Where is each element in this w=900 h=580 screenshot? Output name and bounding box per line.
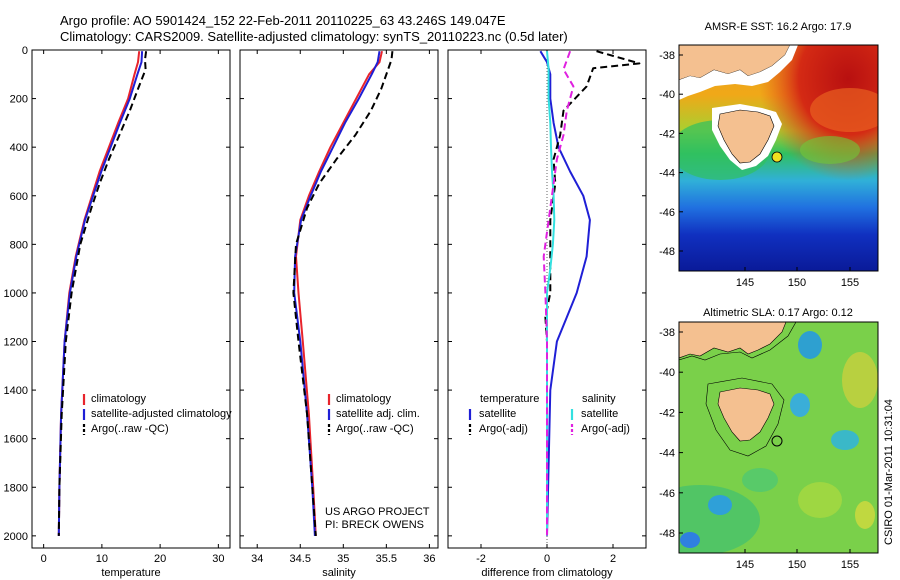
map-y-tick-label: -44 (659, 448, 675, 460)
sst-argo-location-marker (771, 151, 783, 163)
temperature-x-axis-label: temperature (101, 567, 160, 579)
difference-x-tick-label: -2 (476, 553, 486, 565)
depth-tick-label: 2000 (4, 531, 28, 543)
timestamp-label: CSIRO 01-Mar-2011 10:31:04 (883, 399, 895, 545)
legend-entry: Argo(-adj) (479, 423, 528, 435)
legend-entry: Argo(-adj) (581, 423, 630, 435)
map-y-tick-label: -46 (659, 207, 675, 219)
salinity-series-climatology-line (295, 50, 383, 536)
map-y-tick-label: -38 (659, 50, 675, 62)
depth-tick-label: 0 (22, 45, 28, 57)
sst-map-title: AMSR-E SST: 16.2 Argo: 17.9 (705, 21, 852, 33)
salinity-x-axis-label: salinity (322, 567, 356, 579)
map-x-tick-label: 155 (841, 277, 859, 289)
map-y-tick-label: -38 (659, 327, 675, 339)
temperature-x-tick-label: 30 (212, 553, 224, 565)
sla-field (679, 322, 878, 553)
salinity-x-tick-label: 35.5 (376, 553, 397, 565)
salinity-profile-chart: 34 34.5 35 35.5 36 salinity climatology satelli… (239, 49, 439, 579)
temperature-profile-chart: 0 10 20 30 0 200 400 600 800 1000 1200 1400 1600 1800… (4, 45, 233, 579)
temperature-plot-frame (31, 49, 231, 549)
map-y-tick-label: -42 (659, 128, 675, 140)
depth-tick-label: 1600 (4, 434, 28, 446)
legend-entry: satellite (581, 408, 618, 420)
legend-entry: temperature (480, 393, 539, 405)
sla-argo-location-marker (771, 435, 783, 447)
difference-series-satellite-line (539, 50, 591, 536)
difference-series-argo-line (544, 50, 641, 536)
difference-profile-chart: -2 0 2 difference from climatology temperatu… (447, 49, 647, 579)
sla-tasmania (717, 387, 775, 442)
depth-tick-label: 1800 (4, 482, 28, 494)
map-x-tick-label: 150 (788, 559, 806, 571)
map-x-tick-label: 145 (736, 559, 754, 571)
sst-tasmania (717, 109, 775, 164)
depth-tick-label: 1400 (4, 385, 28, 397)
salinity-series-satellite-line (293, 51, 381, 536)
temperature-x-tick-label: 0 (41, 553, 47, 565)
map-y-tick-label: -48 (659, 246, 675, 258)
map-x-tick-label: 155 (841, 559, 859, 571)
map-x-tick-label: 150 (788, 277, 806, 289)
temperature-x-tick-label: 20 (154, 553, 166, 565)
depth-tick-label: 600 (10, 191, 28, 203)
sla-map: Altimetric SLA: 0.17 Argo: 0.12 145 150 15… (659, 307, 879, 571)
legend-entry: satellite adj. clim. (336, 408, 420, 420)
map-y-tick-label: -40 (659, 89, 675, 101)
difference-series-salinity_argo-line (542, 50, 575, 536)
depth-tick-label: 200 (10, 94, 28, 106)
depth-tick-label: 800 (10, 239, 28, 251)
salinity-x-tick-label: 36 (423, 553, 435, 565)
map-y-tick-label: -46 (659, 488, 675, 500)
sst-map: AMSR-E SST: 16.2 Argo: 17.9 145 150 155 -38… (659, 21, 879, 289)
legend-entry: Argo(..raw -QC) (91, 423, 169, 435)
legend-entry: satellite-adjusted climatology (91, 408, 232, 420)
salinity-plot-frame (239, 49, 439, 549)
legend-entry: Argo(..raw -QC) (336, 423, 414, 435)
map-y-tick-label: -48 (659, 528, 675, 540)
difference-x-axis-label: difference from climatology (481, 567, 613, 579)
salinity-x-tick-label: 35 (337, 553, 349, 565)
legend-entry: climatology (336, 393, 392, 405)
depth-tick-label: 1200 (4, 337, 28, 349)
legend-entry: salinity (582, 393, 616, 405)
depth-tick-label: 1000 (4, 288, 28, 300)
project-annotation: US ARGO PROJECT (325, 506, 430, 518)
salinity-x-tick-label: 34 (251, 553, 263, 565)
project-annotation: PI: BRECK OWENS (325, 519, 424, 531)
legend-entry: climatology (91, 393, 147, 405)
map-y-tick-label: -40 (659, 367, 675, 379)
figure-title-line2: Climatology: CARS2009. Satellite-adjuste… (60, 29, 568, 44)
depth-tick-label: 400 (10, 142, 28, 154)
map-y-tick-label: -42 (659, 407, 675, 419)
map-y-tick-label: -44 (659, 168, 675, 180)
difference-x-tick-label: 2 (610, 553, 616, 565)
sst-field (679, 45, 878, 271)
legend-entry: satellite (479, 408, 516, 420)
temperature-x-tick-label: 10 (96, 553, 108, 565)
difference-x-tick-label: 0 (544, 553, 550, 565)
salinity-x-tick-label: 34.5 (290, 553, 311, 565)
map-x-tick-label: 145 (736, 277, 754, 289)
sla-mainland (679, 322, 787, 359)
sla-map-title: Altimetric SLA: 0.17 Argo: 0.12 (703, 307, 853, 319)
figure-title-line1: Argo profile: AO 5901424_152 22-Feb-2011… (60, 13, 506, 28)
temperature-series-argo-line (57, 51, 148, 536)
salinity-series-argo-line (292, 51, 394, 536)
